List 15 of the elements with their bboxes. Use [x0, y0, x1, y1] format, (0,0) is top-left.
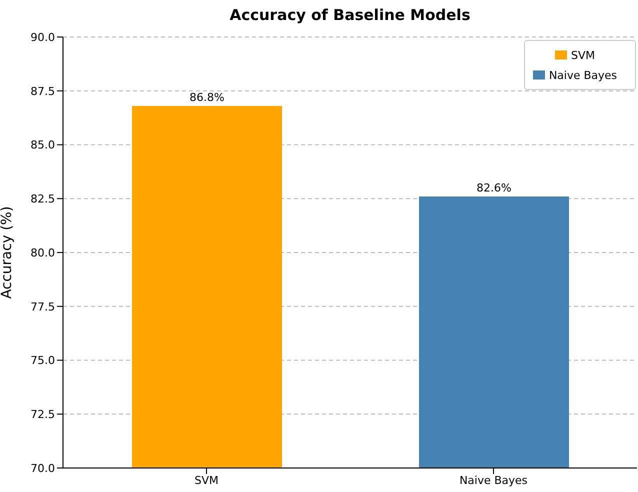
y-tick-label: 75.0: [30, 354, 55, 368]
y-tick-label: 90.0: [30, 30, 55, 44]
y-tick-label: 72.5: [30, 408, 55, 422]
chart-title: Accuracy of Baseline Models: [228, 6, 472, 24]
y-tick-label: 85.0: [30, 138, 55, 152]
legend-label: Naive Bayes: [548, 69, 618, 82]
y-tick-label: 70.0: [30, 462, 55, 475]
data-label: 86.8%: [190, 90, 224, 104]
y-tick-label: 80.0: [30, 246, 55, 260]
y-axis-title: Accuracy (%): [0, 206, 15, 299]
legend-label: SVM: [571, 49, 595, 62]
y-tick-label: 82.5: [30, 192, 55, 206]
y-tick-label: 77.5: [30, 300, 55, 314]
y-tick-label: 87.5: [30, 84, 55, 98]
data-label: 82.6%: [476, 181, 512, 194]
